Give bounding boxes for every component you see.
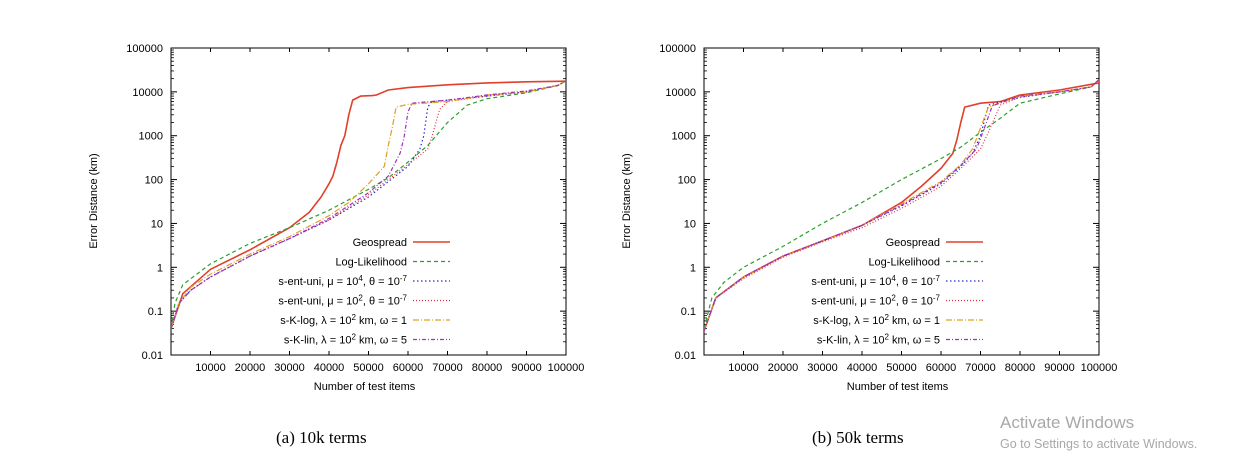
y-tick-label: 0.1 — [681, 306, 696, 318]
legend-entry-5: s-K-lin, λ = 102 km, ω = 5 — [817, 333, 983, 347]
y-tick-label: 1000 — [672, 131, 696, 143]
legend-label: s-K-log, λ = 102 km, ω = 1 — [280, 313, 407, 327]
y-tick-label: 10000 — [132, 87, 163, 99]
series-line-1 — [171, 80, 566, 329]
x-tick-label: 90000 — [511, 362, 542, 374]
legend-entry-3: s-ent-uni, μ = 102, θ = 10-7 — [278, 294, 450, 308]
y-tick-label: 0.01 — [675, 350, 696, 362]
series-line-1 — [704, 79, 1099, 329]
x-axis-title: Number of test items — [314, 381, 416, 393]
legend-label: s-ent-uni, μ = 102, θ = 10-7 — [811, 294, 940, 308]
legend-label: s-ent-uni, μ = 104, θ = 10-7 — [278, 274, 407, 288]
legend-entry-4: s-K-log, λ = 102 km, ω = 1 — [280, 313, 450, 327]
x-tick-label: 100000 — [548, 362, 585, 374]
legend-label: s-K-log, λ = 102 km, ω = 1 — [813, 313, 940, 327]
legend-label: s-ent-uni, μ = 104, θ = 10-7 — [811, 274, 940, 288]
y-tick-label: 1000 — [139, 131, 163, 143]
x-tick-label: 80000 — [472, 362, 503, 374]
chart-10k-terms: 10000 20000 30000 40000 50000 60000 70000 80000… — [88, 43, 585, 393]
x-tick-label: 40000 — [847, 362, 878, 374]
legend-label: s-ent-uni, μ = 102, θ = 10-7 — [278, 294, 407, 308]
y-tick-label: 10000 — [665, 87, 696, 99]
series-line-5 — [171, 80, 566, 329]
legend-entry-2: s-ent-uni, μ = 104, θ = 10-7 — [278, 274, 450, 288]
y-tick-label: 0.1 — [148, 306, 163, 318]
y-tick-label: 100 — [678, 175, 696, 187]
y-tick-label: 100 — [145, 175, 163, 187]
caption-a: (a) 10k terms — [276, 428, 367, 447]
x-tick-label: 10000 — [195, 362, 226, 374]
legend-label: s-K-lin, λ = 102 km, ω = 5 — [817, 333, 940, 347]
caption-b: (b) 50k terms — [812, 428, 904, 447]
legend-label: Geospread — [353, 237, 407, 249]
y-tick-label: 1 — [690, 262, 696, 274]
series-line-3 — [704, 79, 1099, 332]
legend-label: Log-Likelihood — [335, 257, 407, 269]
x-tick-label: 60000 — [393, 362, 424, 374]
series-line-0 — [171, 80, 566, 329]
x-tick-label: 100000 — [1081, 362, 1118, 374]
y-tick-label: 0.01 — [142, 350, 163, 362]
y-tick-label: 1 — [157, 262, 163, 274]
x-tick-label: 30000 — [807, 362, 838, 374]
x-tick-label: 70000 — [432, 362, 463, 374]
legend-entry-5: s-K-lin, λ = 102 km, ω = 5 — [284, 333, 450, 347]
y-tick-label: 10 — [684, 218, 696, 230]
series-line-3 — [171, 80, 566, 329]
series-line-5 — [704, 79, 1099, 332]
x-tick-label: 30000 — [274, 362, 305, 374]
legend-entry-2: s-ent-uni, μ = 104, θ = 10-7 — [811, 274, 983, 288]
x-tick-label: 50000 — [353, 362, 384, 374]
legend-entry-3: s-ent-uni, μ = 102, θ = 10-7 — [811, 294, 983, 308]
legend-label: s-K-lin, λ = 102 km, ω = 5 — [284, 333, 407, 347]
x-tick-label: 10000 — [728, 362, 759, 374]
legend-entry-1: Log-Likelihood — [868, 257, 983, 269]
x-tick-label: 80000 — [1005, 362, 1036, 374]
y-tick-label: 100000 — [126, 43, 163, 55]
x-tick-label: 90000 — [1044, 362, 1075, 374]
y-tick-label: 100000 — [659, 43, 696, 55]
y-axis-title: Error Distance (km) — [621, 153, 633, 248]
legend-entry-1: Log-Likelihood — [335, 257, 450, 269]
x-tick-label: 70000 — [965, 362, 996, 374]
y-tick-label: 10 — [151, 218, 163, 230]
activate-windows-title: Activate Windows — [1000, 413, 1135, 432]
x-tick-label: 20000 — [768, 362, 799, 374]
legend-entry-0: Geospread — [886, 237, 983, 249]
activate-windows-subtitle: Go to Settings to activate Windows. — [1000, 437, 1198, 451]
series-line-4 — [171, 80, 566, 329]
x-tick-label: 60000 — [926, 362, 957, 374]
series-line-2 — [171, 80, 566, 329]
x-tick-label: 40000 — [314, 362, 345, 374]
legend-entry-0: Geospread — [353, 237, 450, 249]
legend-entry-4: s-K-log, λ = 102 km, ω = 1 — [813, 313, 983, 327]
x-tick-label: 50000 — [886, 362, 917, 374]
legend-label: Geospread — [886, 237, 940, 249]
y-axis-title: Error Distance (km) — [88, 153, 100, 248]
x-axis-title: Number of test items — [847, 381, 949, 393]
x-tick-label: 20000 — [235, 362, 266, 374]
chart-50k-terms: 10000 20000 30000 40000 50000 60000 70000 80000… — [621, 43, 1118, 393]
legend-label: Log-Likelihood — [868, 257, 940, 269]
